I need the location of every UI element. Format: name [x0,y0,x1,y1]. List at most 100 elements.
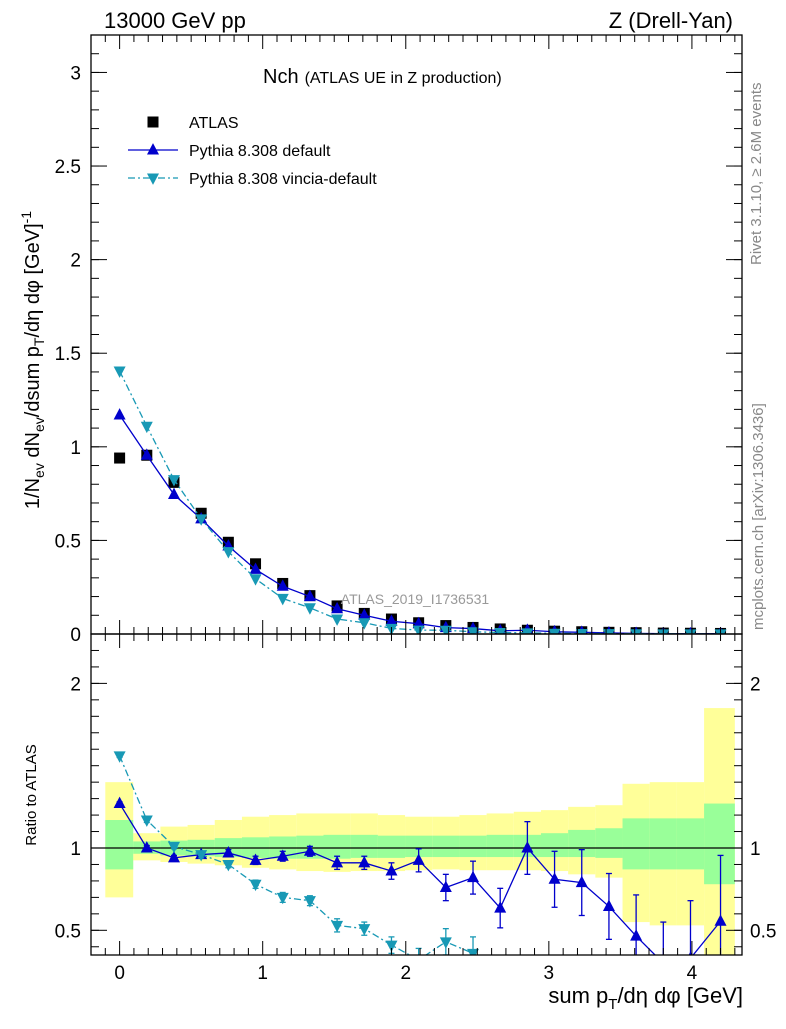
main-point-2-17 [575,628,588,634]
ratio-point-0-22 [714,914,727,926]
legend-label-1: Pythia 8.308 default [189,143,331,160]
x-tick-label-4: 4 [687,963,698,984]
main-point-2-2 [167,475,180,487]
legend-label-0: ATLAS [189,115,239,132]
ratio-point-1-0 [113,751,126,763]
ratio-point-0-18 [602,899,615,911]
band-stat-8 [323,834,351,859]
analysis-watermark: ATLAS_2019_I1736531 [341,591,490,607]
ratio-point-0-16 [548,872,561,884]
main-point-1-9 [358,608,371,620]
x-tick-label-3: 3 [544,963,555,984]
main-point-2-4 [222,547,235,559]
ratio-point-0-10 [385,864,398,876]
ratio-point-0-17 [575,875,588,888]
main-point-2-8 [331,614,344,626]
y-axis-label-ratio: Ratio to ATLAS [23,744,40,845]
rivet-label: Rivet 3.1.10, ≥ 2.6M events [748,83,765,266]
ratio-point-1-4 [222,859,235,872]
ratio-point-0-5 [249,853,262,865]
main-point-1-11 [412,616,425,629]
band-stat-19 [622,818,650,870]
legend-marker-0 [147,116,159,128]
ratio-point-1-12 [439,937,452,949]
main-y-tick-label-4: 2 [70,251,81,272]
main-point-2-3 [195,514,208,526]
band-stat-12 [432,835,460,858]
ratio-point-0-8 [331,855,344,868]
main-point-2-1 [140,421,153,434]
main-point-2-15 [521,628,534,634]
ratio-point-1-1 [140,815,153,827]
main-point-1-5 [249,562,262,574]
legend-marker-2 [147,173,159,185]
main-point-0-0 [114,452,126,464]
band-stat-13 [459,835,487,858]
ratio-point-0-6 [276,849,289,861]
main-point-1-7 [303,589,316,602]
x-tick-label-0: 0 [114,963,125,984]
main-y-tick-label-2: 1 [70,438,81,459]
main-point-2-18 [602,629,615,634]
ratio-point-1-10 [385,940,398,953]
main-y-tick-label-1: 0.5 [55,531,81,552]
legend-marker-1 [147,143,159,155]
band-stat-21 [676,818,705,870]
ratio-y-tick-label-right-1: 1 [750,839,761,860]
band-stat-14 [486,834,514,858]
band-stat-16 [540,833,569,858]
ratio-point-0-2 [167,850,180,863]
ratio-point-0-13 [467,870,480,883]
ratio-point-1-2 [167,841,180,854]
ratio-y-tick-label-2: 2 [70,674,81,695]
main-point-2-16 [548,628,561,634]
ratio-y-tick-label-1: 1 [70,839,81,860]
main-y-tick-label-3: 1.5 [55,344,81,365]
chart-title-main: Nch [263,66,299,88]
x-tick-label-2: 2 [400,963,411,984]
main-point-2-13 [467,627,480,634]
main-point-1-6 [276,579,289,591]
ratio-point-0-12 [439,880,452,893]
band-stat-0 [105,820,134,870]
ratio-point-1-8 [331,920,344,933]
header-left: 13000 GeV pp [104,8,246,33]
band-stat-10 [377,835,406,858]
main-y-tick-label-0: 0 [70,625,81,646]
x-tick-label-1: 1 [257,963,268,984]
mcplots-label: mcplots.cern.ch [arXiv:1306.3436] [750,403,767,630]
band-stat-9 [350,834,378,858]
ratio-frame [90,633,743,956]
ratio-point-0-20 [657,956,669,967]
main-point-2-7 [303,603,316,615]
main-point-2-21 [684,629,697,634]
chart-title: Nch (ATLAS UE in Z production) [263,66,502,88]
header-right: Z (Drell-Yan) [609,8,733,33]
ratio-point-0-15 [521,841,534,853]
main-point-2-14 [494,628,507,634]
ratio-point-1-3 [195,850,208,862]
x-axis-label: sum pT/dη dφ [GeV] [548,983,743,1013]
ratio-point-0-19 [630,929,643,941]
band-stat-18 [595,828,623,858]
main-y-tick-label-5: 2.5 [55,157,81,178]
main-point-2-19 [630,629,643,634]
ratio-point-0-7 [303,844,316,856]
ratio-point-1-7 [303,896,316,908]
ratio-y-tick-label-right-2: 2 [750,674,761,695]
main-point-2-9 [358,618,371,630]
ratio-point-1-6 [276,892,289,905]
ratio-point-0-9 [358,855,371,868]
ratio-y-tick-label-0: 0.5 [55,921,81,942]
ratio-point-1-13 [467,948,480,955]
ratio-point-0-1 [140,841,153,853]
ratio-y-tick-label-right-0: 0.5 [750,921,776,942]
chart-title-sub: (ATLAS UE in Z production) [305,70,502,87]
ratio-point-0-14 [494,901,507,913]
ratio-point-0-4 [222,846,235,858]
main-point-2-5 [249,574,262,586]
ratio-point-1-11 [413,955,425,966]
ratio-point-0-11 [412,853,425,865]
